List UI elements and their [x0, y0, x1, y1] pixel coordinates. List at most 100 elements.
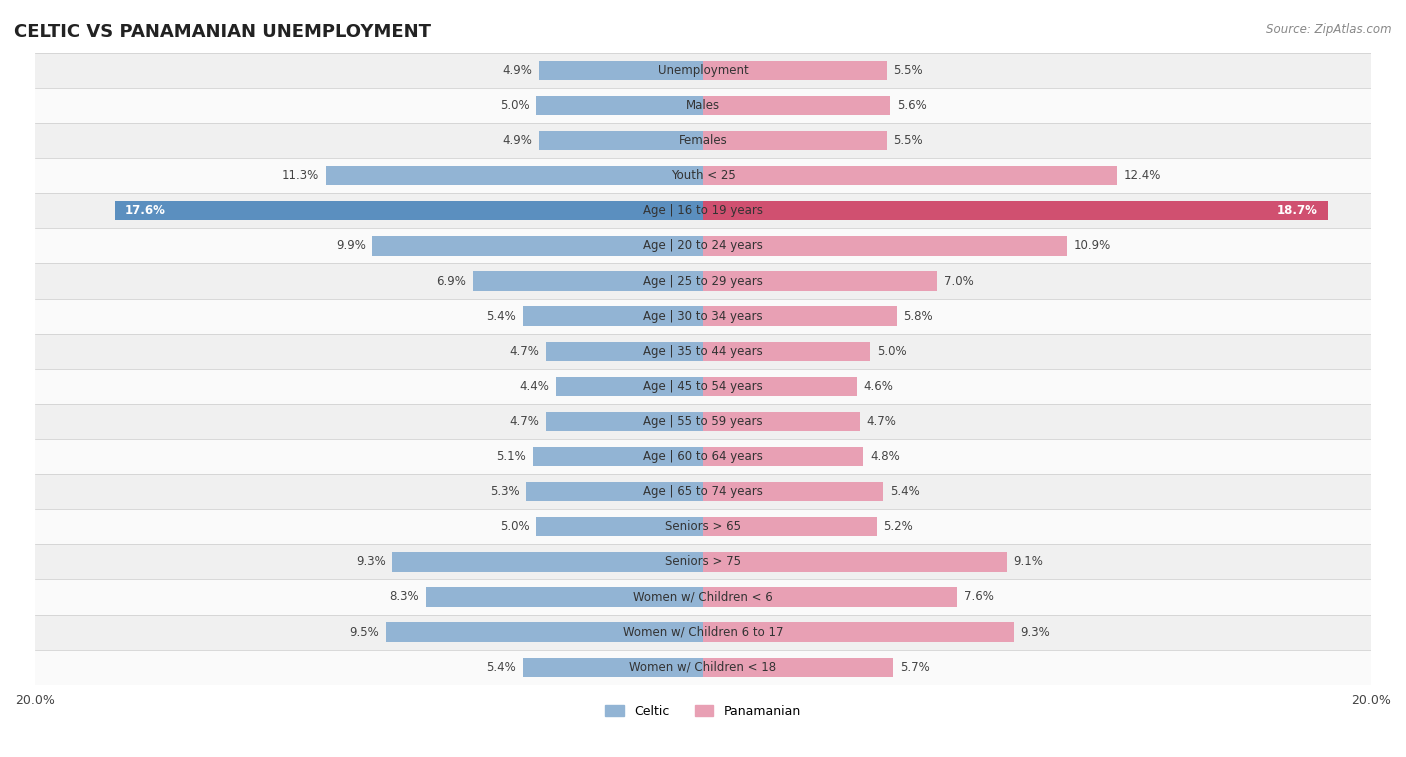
Text: 5.5%: 5.5%: [893, 64, 922, 77]
Bar: [546, 412, 703, 431]
Bar: [35, 404, 1371, 439]
Bar: [703, 377, 856, 396]
Bar: [536, 96, 703, 115]
Text: 4.7%: 4.7%: [509, 415, 540, 428]
Bar: [703, 166, 1118, 185]
Text: 11.3%: 11.3%: [281, 170, 319, 182]
Text: 9.1%: 9.1%: [1014, 556, 1043, 569]
Text: 8.3%: 8.3%: [389, 590, 419, 603]
Text: Source: ZipAtlas.com: Source: ZipAtlas.com: [1267, 23, 1392, 36]
Text: 12.4%: 12.4%: [1123, 170, 1161, 182]
Bar: [426, 587, 703, 606]
Bar: [703, 61, 887, 80]
Bar: [703, 236, 1067, 256]
Text: 17.6%: 17.6%: [125, 204, 166, 217]
Bar: [472, 271, 703, 291]
Bar: [35, 439, 1371, 474]
Text: Age | 25 to 29 years: Age | 25 to 29 years: [643, 275, 763, 288]
Bar: [703, 201, 1327, 220]
Bar: [546, 341, 703, 361]
Bar: [703, 412, 860, 431]
Text: 18.7%: 18.7%: [1277, 204, 1317, 217]
Text: 6.9%: 6.9%: [436, 275, 465, 288]
Bar: [326, 166, 703, 185]
Text: Seniors > 65: Seniors > 65: [665, 520, 741, 533]
Bar: [540, 61, 703, 80]
Bar: [536, 517, 703, 537]
Text: CELTIC VS PANAMANIAN UNEMPLOYMENT: CELTIC VS PANAMANIAN UNEMPLOYMENT: [14, 23, 432, 41]
Bar: [703, 658, 893, 677]
Text: Unemployment: Unemployment: [658, 64, 748, 77]
Bar: [703, 482, 883, 501]
Text: Age | 30 to 34 years: Age | 30 to 34 years: [643, 310, 763, 322]
Text: 5.5%: 5.5%: [893, 134, 922, 147]
Bar: [703, 587, 957, 606]
Text: Youth < 25: Youth < 25: [671, 170, 735, 182]
Text: 4.6%: 4.6%: [863, 380, 893, 393]
Text: Females: Females: [679, 134, 727, 147]
Bar: [35, 544, 1371, 579]
Text: Women w/ Children < 6: Women w/ Children < 6: [633, 590, 773, 603]
Text: 5.7%: 5.7%: [900, 661, 929, 674]
Bar: [35, 53, 1371, 88]
Bar: [523, 307, 703, 326]
Bar: [35, 369, 1371, 404]
Text: Age | 60 to 64 years: Age | 60 to 64 years: [643, 450, 763, 463]
Text: 5.0%: 5.0%: [499, 99, 529, 112]
Bar: [35, 229, 1371, 263]
Text: Age | 20 to 24 years: Age | 20 to 24 years: [643, 239, 763, 252]
Bar: [703, 517, 877, 537]
Text: 5.2%: 5.2%: [883, 520, 912, 533]
Text: 4.7%: 4.7%: [866, 415, 897, 428]
Bar: [115, 201, 703, 220]
Bar: [703, 552, 1007, 572]
Bar: [35, 474, 1371, 509]
Bar: [533, 447, 703, 466]
Bar: [703, 447, 863, 466]
Text: 9.3%: 9.3%: [1021, 625, 1050, 639]
Bar: [555, 377, 703, 396]
Text: Age | 45 to 54 years: Age | 45 to 54 years: [643, 380, 763, 393]
Text: 4.4%: 4.4%: [519, 380, 550, 393]
Text: Women w/ Children 6 to 17: Women w/ Children 6 to 17: [623, 625, 783, 639]
Bar: [35, 650, 1371, 685]
Text: Age | 65 to 74 years: Age | 65 to 74 years: [643, 485, 763, 498]
Text: 5.0%: 5.0%: [877, 344, 907, 358]
Text: Age | 16 to 19 years: Age | 16 to 19 years: [643, 204, 763, 217]
Legend: Celtic, Panamanian: Celtic, Panamanian: [600, 699, 806, 723]
Text: 5.4%: 5.4%: [486, 661, 516, 674]
Bar: [703, 307, 897, 326]
Bar: [35, 263, 1371, 298]
Bar: [703, 341, 870, 361]
Bar: [392, 552, 703, 572]
Bar: [35, 579, 1371, 615]
Text: 10.9%: 10.9%: [1074, 239, 1111, 252]
Text: 5.8%: 5.8%: [904, 310, 934, 322]
Text: Age | 55 to 59 years: Age | 55 to 59 years: [643, 415, 763, 428]
Text: 5.4%: 5.4%: [890, 485, 920, 498]
Bar: [35, 88, 1371, 123]
Bar: [526, 482, 703, 501]
Text: 9.5%: 9.5%: [349, 625, 380, 639]
Bar: [703, 131, 887, 151]
Text: Women w/ Children < 18: Women w/ Children < 18: [630, 661, 776, 674]
Text: 7.6%: 7.6%: [963, 590, 994, 603]
Bar: [35, 123, 1371, 158]
Bar: [703, 271, 936, 291]
Bar: [523, 658, 703, 677]
Bar: [35, 615, 1371, 650]
Bar: [703, 622, 1014, 642]
Text: 4.9%: 4.9%: [503, 64, 533, 77]
Text: 5.0%: 5.0%: [499, 520, 529, 533]
Bar: [35, 334, 1371, 369]
Text: 4.8%: 4.8%: [870, 450, 900, 463]
Bar: [35, 509, 1371, 544]
Text: 5.3%: 5.3%: [489, 485, 519, 498]
Text: Males: Males: [686, 99, 720, 112]
Text: 9.3%: 9.3%: [356, 556, 385, 569]
Bar: [35, 298, 1371, 334]
Text: 5.6%: 5.6%: [897, 99, 927, 112]
Text: Seniors > 75: Seniors > 75: [665, 556, 741, 569]
Text: 5.4%: 5.4%: [486, 310, 516, 322]
Text: 7.0%: 7.0%: [943, 275, 973, 288]
